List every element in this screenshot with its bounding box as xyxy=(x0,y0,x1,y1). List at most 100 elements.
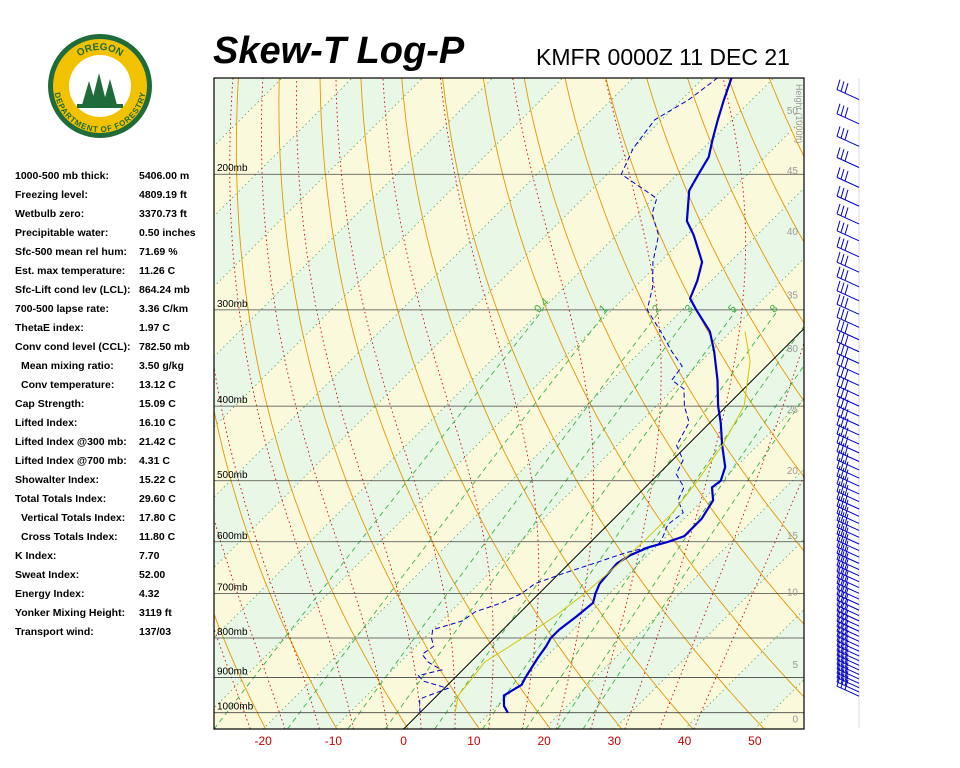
wind-barb xyxy=(836,185,860,207)
height-tick-label: 30 xyxy=(787,344,799,355)
index-row: Cross Totals Index: 11.80 C xyxy=(15,529,215,548)
x-tick-label: 10 xyxy=(467,734,481,748)
index-value: 15.22 C xyxy=(139,474,176,486)
isotherm-line xyxy=(214,78,634,498)
freezing-isotherm xyxy=(402,327,804,729)
index-row: Sfc-500 mean rel hum: 71.69 % xyxy=(15,244,215,263)
index-label: Mean mixing ratio: xyxy=(21,360,114,372)
index-label: Cross Totals Index: xyxy=(21,531,118,543)
index-label: K Index: xyxy=(15,550,57,562)
x-tick-label: 40 xyxy=(678,734,692,748)
wind-barb xyxy=(836,481,860,502)
x-tick-label: -20 xyxy=(254,734,272,748)
index-label: Lifted Index: xyxy=(15,417,78,429)
index-label: Sfc-Lift cond lev (LCL): xyxy=(15,284,131,296)
height-tick-label: 10 xyxy=(787,588,799,599)
index-value: 4.32 xyxy=(139,588,160,600)
index-row: Cap Strength: 15.09 C xyxy=(15,396,215,415)
wind-barb xyxy=(836,147,860,168)
isotherm-band xyxy=(214,78,283,147)
index-label: Sweat Index: xyxy=(15,569,80,581)
index-label: Lifted Index @300 mb: xyxy=(15,436,127,448)
index-row: Sfc-Lift cond lev (LCL): 864.24 mb xyxy=(15,282,215,301)
index-row: Mean mixing ratio: 3.50 g/kg xyxy=(15,358,215,377)
dry-adiabat xyxy=(932,78,960,729)
index-label: Transport wind: xyxy=(15,626,94,638)
wind-barb xyxy=(836,549,860,571)
wind-barb xyxy=(836,365,860,386)
index-value: 3370.73 ft xyxy=(139,208,187,220)
oregon-department-of-forestry-logo: OREGON DEPARTMENT OF FORESTRY xyxy=(48,34,152,138)
wind-barb xyxy=(836,405,860,427)
x-tick-label: 30 xyxy=(608,734,622,748)
mixing-ratio-line xyxy=(347,309,662,729)
pressure-label: 200mb xyxy=(217,163,248,174)
isotherm-line xyxy=(214,78,424,288)
index-value: 29.60 C xyxy=(139,493,176,505)
index-label: Lifted Index @700 mb: xyxy=(15,455,127,467)
wind-barb xyxy=(836,395,860,417)
index-value: 4809.19 ft xyxy=(139,189,187,201)
wind-barb xyxy=(836,561,860,583)
wind-barb xyxy=(836,220,860,242)
isotherm-line xyxy=(214,117,804,709)
isotherm-band xyxy=(754,679,804,729)
wind-barb xyxy=(836,503,860,524)
index-value: 11.26 C xyxy=(139,265,176,277)
index-row: Yonker Mixing Height: 3119 ft xyxy=(15,605,215,624)
x-tick-label: -10 xyxy=(325,734,343,748)
mixing-ratio-line xyxy=(434,309,737,729)
index-row: Conv cond level (CCL): 782.50 mb xyxy=(15,339,215,358)
index-value: 5406.00 m xyxy=(139,170,190,182)
wind-barb xyxy=(836,645,860,666)
wind-barb xyxy=(836,663,860,684)
index-label: Total Totals Index: xyxy=(15,493,107,505)
wind-barb xyxy=(836,496,860,517)
dry-adiabat xyxy=(810,78,960,729)
index-value: 17.80 C xyxy=(139,512,176,524)
wind-barb xyxy=(836,640,860,662)
index-value: 16.10 C xyxy=(139,417,176,429)
series-dewpoint xyxy=(417,78,718,713)
plot-area: 0.4 1 2 3 5 8 xyxy=(49,78,960,729)
pressure-label: 300mb xyxy=(217,299,248,310)
height-axis-title: Height (1000ft) xyxy=(794,84,804,144)
wind-barb xyxy=(836,631,860,652)
index-label: Est. max temperature: xyxy=(15,265,126,277)
wind-barb xyxy=(836,79,860,101)
isotherm-band xyxy=(214,78,353,217)
index-label: Conv temperature: xyxy=(21,379,115,391)
wind-barb xyxy=(836,307,860,328)
wind-barb xyxy=(836,567,860,589)
index-row: ThetaE index: 1.97 C xyxy=(15,320,215,339)
station-time-label: KMFR 0000Z 11 DEC 21 xyxy=(536,44,790,70)
height-tick-label: 15 xyxy=(787,531,799,542)
index-row: Vertical Totals Index: 17.80 C xyxy=(15,510,215,529)
index-row: Est. max temperature: 11.26 C xyxy=(15,263,215,282)
index-value: 71.69 % xyxy=(139,246,178,258)
index-value: 13.12 C xyxy=(139,379,176,391)
index-label: ThetaE index: xyxy=(15,322,84,334)
wind-barb xyxy=(836,375,860,397)
index-row: Lifted Index @300 mb: 21.42 C xyxy=(15,434,215,453)
pressure-label: 400mb xyxy=(217,395,248,406)
index-label: Precipitable water: xyxy=(15,227,109,239)
index-label: Yonker Mixing Height: xyxy=(15,607,126,619)
logo-trees-icon xyxy=(77,73,123,108)
wind-barb-column xyxy=(836,78,860,728)
wind-barb xyxy=(836,354,860,376)
height-tick-label: 20 xyxy=(787,466,799,477)
dry-adiabat xyxy=(851,78,960,729)
wind-barb xyxy=(836,319,860,341)
mixing-ratio-line xyxy=(384,309,694,729)
height-tick-label: 45 xyxy=(787,166,799,177)
pressure-label: 800mb xyxy=(217,627,248,638)
wind-barb xyxy=(836,457,860,479)
index-row: 1000-500 mb thick: 5406.00 m xyxy=(15,168,215,187)
height-tick-label: 5 xyxy=(792,660,798,671)
wind-barb xyxy=(836,449,860,471)
wind-barb xyxy=(836,671,860,693)
index-value: 864.24 mb xyxy=(139,284,190,296)
dry-adiabat xyxy=(49,78,124,729)
wind-barb xyxy=(836,676,860,697)
